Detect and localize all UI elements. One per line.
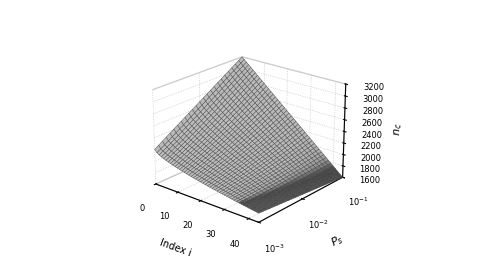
Y-axis label: $P_s$: $P_s$ xyxy=(328,232,346,250)
X-axis label: Index i: Index i xyxy=(159,237,193,258)
